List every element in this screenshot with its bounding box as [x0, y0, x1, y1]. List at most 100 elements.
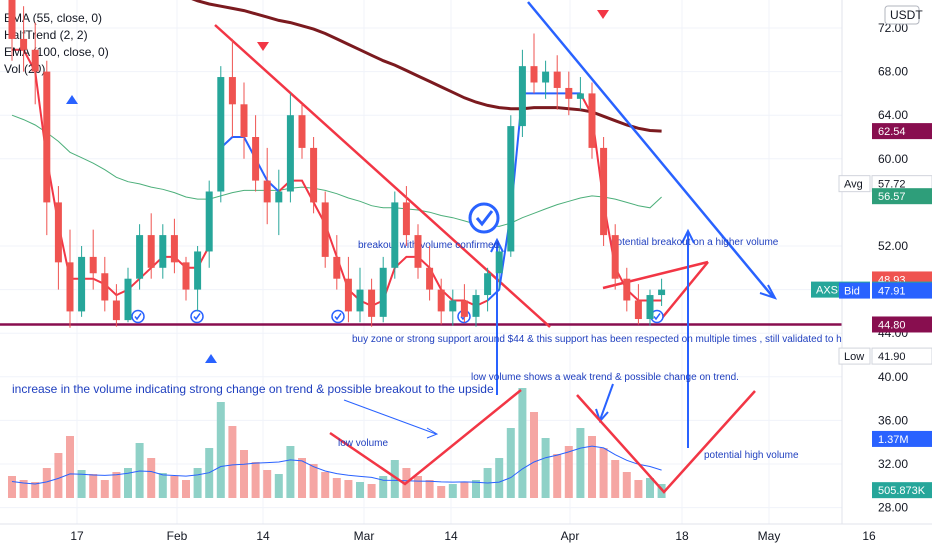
candle [623, 267, 631, 312]
legend-ema100[interactable]: EMA (100, close, 0) [4, 45, 109, 59]
time-tick-label: 14 [256, 529, 270, 543]
volume-bar [344, 480, 353, 498]
annotation-weak-trend: low volume shows a weak trend & possible… [471, 372, 739, 383]
blue-arrow-head-right [759, 284, 778, 300]
volume-bar [54, 453, 63, 498]
red-volume-v2[interactable] [576, 390, 756, 494]
volume-bar [414, 476, 422, 498]
candle [54, 186, 62, 290]
candle [460, 284, 468, 323]
red-volume-v1[interactable] [329, 389, 522, 486]
volume-bar [228, 426, 237, 498]
volume-bar [182, 480, 190, 498]
volume-bar [379, 476, 388, 498]
legend-ema55[interactable]: EMA (55, close, 0) [4, 11, 102, 25]
blue-arrow-potential-up-head [681, 228, 695, 244]
price-tag-label: Bid [844, 286, 860, 298]
price-tag[interactable]: 47.91 Bid [839, 282, 932, 299]
halftrend-sell-arrow [597, 10, 609, 19]
price-tags: 62.5457.72Avg56.5748.9347.92Ask48.00AXSU… [811, 123, 932, 499]
chart-grid [0, 0, 870, 524]
time-axis[interactable]: 17 Feb 14 Mar 14 Apr 18 May 16 [70, 529, 876, 543]
halftrend-buy-arrow [66, 95, 78, 104]
volume-bar [472, 480, 480, 498]
candle [658, 278, 666, 306]
price-tick-label: 36.00 [878, 413, 908, 427]
price-tag[interactable]: 57.72 Avg [838, 175, 932, 193]
candle [240, 82, 248, 159]
red-trendline-descending[interactable] [214, 24, 551, 328]
candle [275, 169, 283, 236]
volume-bar [530, 412, 538, 498]
candle [310, 137, 318, 214]
candle [205, 180, 213, 268]
candle [495, 246, 503, 290]
candle [518, 49, 526, 137]
candle [426, 246, 434, 301]
candle [252, 115, 260, 192]
price-tick-label: 40.00 [878, 370, 908, 384]
volume-bar [599, 448, 608, 498]
drawings [66, 1, 778, 494]
price-tag[interactable]: 41.90 Low [838, 347, 932, 365]
legend-halftrend[interactable]: HalfTrend (2, 2) [4, 28, 88, 42]
candle [356, 267, 364, 323]
price-tag[interactable]: 44.80 [872, 316, 932, 333]
support-touch-markers [131, 202, 664, 324]
volume-bar [42, 468, 51, 498]
candle [391, 191, 399, 279]
volume-bar [89, 474, 98, 498]
ema100-line [191, 0, 662, 133]
volume-bar [112, 472, 121, 498]
annotation-volume-increase: increase in the volume indicating strong… [12, 382, 494, 396]
red-wedge-lower[interactable] [661, 261, 709, 319]
volume-bar [367, 484, 376, 498]
legend-volume[interactable]: Vol (20) [4, 62, 45, 76]
candle [194, 246, 202, 312]
price-tag-value: 41.90 [878, 351, 906, 363]
candle [147, 213, 155, 279]
price-tag[interactable]: 1.37M [872, 430, 932, 447]
volume-bar [77, 470, 86, 498]
volume-bar [576, 428, 585, 498]
price-tick-label: 52.00 [878, 239, 908, 253]
volume-bar [564, 446, 573, 498]
volume-bar [518, 388, 527, 498]
volume-bar [158, 473, 167, 498]
blue-arrow-weak-trend[interactable] [599, 383, 614, 421]
candle [368, 278, 376, 327]
volume-bar [541, 438, 550, 498]
annotation-breakout: breakout with volume confirmed [358, 240, 499, 251]
candle [634, 284, 642, 325]
volume-bar [66, 436, 74, 498]
candle [159, 224, 167, 279]
volume-bar [460, 482, 469, 498]
candle [333, 235, 341, 290]
time-tick-label: Feb [167, 529, 188, 543]
candle [484, 267, 492, 312]
volume-bar [425, 480, 434, 498]
volume-ma-line [11, 445, 662, 485]
blue-arrow-volume[interactable] [343, 399, 437, 435]
candle [112, 284, 120, 327]
candle [344, 256, 352, 323]
price-tag[interactable]: 62.54 [872, 123, 932, 140]
time-tick-label: 16 [862, 529, 876, 543]
check-circle-icon [190, 309, 204, 324]
volume-bar [448, 484, 457, 498]
volume-bar [216, 402, 225, 498]
blue-trendline-descending[interactable] [527, 1, 774, 298]
currency-badge[interactable]: USDT [884, 5, 923, 25]
volume-bar [611, 460, 620, 498]
candle [565, 71, 573, 116]
candle [43, 60, 51, 236]
red-wedge-upper[interactable] [602, 260, 709, 290]
annotation-low-volume: low volume [338, 438, 388, 449]
price-tag[interactable]: 56.57 [872, 188, 932, 205]
time-tick-label: 14 [444, 529, 458, 543]
volume-bar [251, 462, 260, 498]
price-tag[interactable]: 505.873K [872, 482, 932, 499]
candle [136, 224, 144, 290]
candle [646, 289, 654, 326]
